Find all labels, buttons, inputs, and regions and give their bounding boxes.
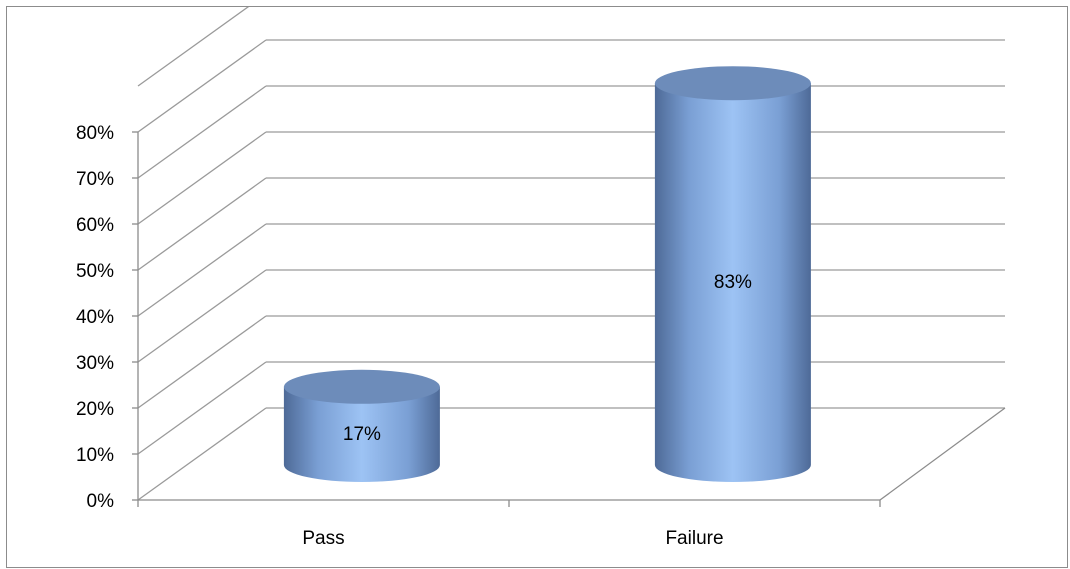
gridline-side <box>137 131 267 225</box>
gridline-side <box>137 407 267 501</box>
bar-failure: 83% <box>654 66 811 482</box>
gridlines <box>137 7 1005 501</box>
y-tick-label: 40% <box>76 307 114 328</box>
y-tick-label: 0% <box>87 491 115 512</box>
bar-body <box>654 83 811 482</box>
data-label: 17% <box>343 424 381 445</box>
bars: 17% 83% <box>283 66 811 482</box>
bar-top <box>654 66 811 101</box>
bar-body <box>283 386 440 482</box>
floor-edge <box>879 407 1006 501</box>
category-label: Failure <box>665 528 723 549</box>
y-tick-label: 60% <box>76 215 114 236</box>
cylinder-bar-chart: 0% 10% 20% 30% 40% 50% 60% 70% 80% 17% 83% Pass Fa… <box>76 7 1006 549</box>
bar-pass: 17% <box>283 369 440 482</box>
y-tick-label: 50% <box>76 261 114 282</box>
gridline-side <box>137 7 250 87</box>
data-label: 83% <box>714 272 752 293</box>
gridline-side <box>137 177 267 271</box>
y-tick-label: 20% <box>76 399 114 420</box>
gridline-side <box>137 269 267 363</box>
gridline-side <box>137 39 267 133</box>
gridline-side <box>137 315 267 409</box>
x-axis-category-labels: Pass Failure <box>302 528 723 549</box>
y-tick-label: 70% <box>76 169 114 190</box>
y-tick-label: 80% <box>76 123 114 144</box>
chart-area: 0% 10% 20% 30% 40% 50% 60% 70% 80% 17% 83% Pass Fa… <box>6 6 1068 568</box>
y-tick-label: 10% <box>76 445 114 466</box>
gridline-side <box>137 361 267 455</box>
bar-top <box>283 369 440 404</box>
gridline-side <box>137 223 267 317</box>
category-label: Pass <box>302 528 344 549</box>
y-axis-tick-labels: 0% 10% 20% 30% 40% 50% 60% 70% 80% <box>76 123 114 512</box>
gridline-side <box>137 85 267 179</box>
axes <box>132 131 1006 507</box>
y-tick-label: 30% <box>76 353 114 374</box>
